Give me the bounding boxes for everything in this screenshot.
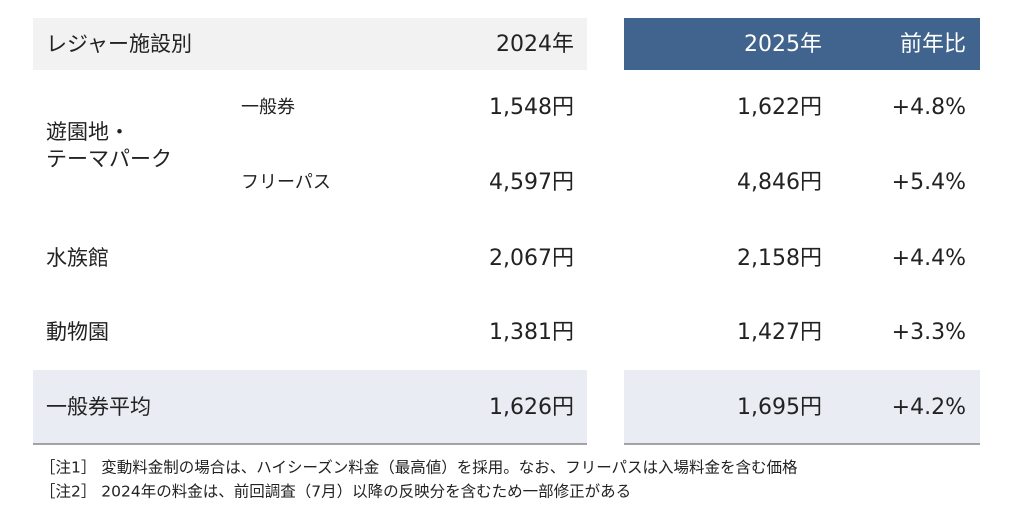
change: +4.8%	[892, 95, 966, 120]
value-2025: 1,695円	[737, 395, 822, 420]
note: ［注1］ 変動料金制の場合は、ハイシーズン料金（最高値）を採用。なお、フリーパス…	[40, 459, 798, 477]
value-2024: 1,381円	[489, 320, 574, 345]
header-2025: 2025年	[744, 32, 822, 57]
sub-label: 一般券	[241, 97, 295, 118]
value-2024: 1,626円	[489, 395, 574, 420]
average-right-bg	[624, 370, 980, 444]
value-2025: 1,622円	[737, 95, 822, 120]
header-2024: 2024年	[496, 32, 574, 57]
group-label: テーマパーク	[46, 147, 172, 171]
row-label: 水族館	[46, 246, 109, 270]
value-2024: 1,548円	[489, 95, 574, 120]
header-right-bg	[624, 18, 980, 70]
header-left-bg	[33, 18, 587, 70]
value-2025: 1,427円	[737, 320, 822, 345]
row-label: 動物園	[46, 320, 109, 344]
group-label: 遊園地・	[46, 120, 130, 144]
average-left-bg	[33, 370, 587, 444]
change: +5.4%	[892, 170, 966, 195]
average-label: 一般券平均	[46, 395, 151, 419]
note: ［注2］ 2024年の料金は、前回調査（7月）以降の反映分を含むため一部修正があ…	[40, 483, 631, 501]
header-change: 前年比	[900, 32, 966, 57]
change: +4.2%	[892, 395, 966, 420]
sub-label: フリーパス	[241, 172, 331, 193]
change: +4.4%	[892, 246, 966, 271]
value-2025: 4,846円	[737, 170, 822, 195]
header-label: レジャー施設別	[46, 32, 192, 56]
value-2025: 2,158円	[737, 246, 822, 271]
value-2024: 2,067円	[489, 246, 574, 271]
value-2024: 4,597円	[489, 170, 574, 195]
change: +3.3%	[892, 320, 966, 345]
